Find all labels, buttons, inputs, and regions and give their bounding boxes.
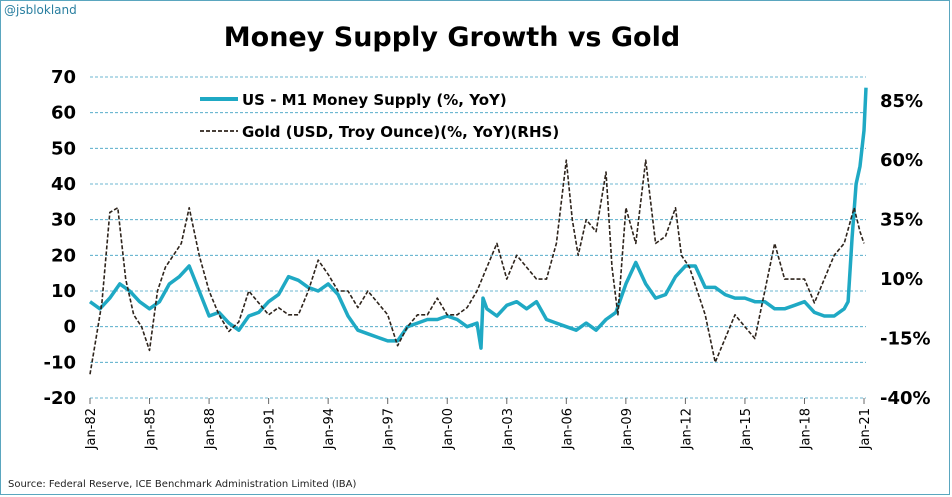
left-tick-label: 0 (63, 317, 76, 338)
x-tick-label: Jan-82 (84, 408, 99, 450)
left-tick-label: 10 (51, 281, 76, 302)
x-tick-label: Jan-12 (679, 408, 694, 450)
x-tick-label: Jan-18 (798, 408, 813, 450)
left-axis-ticks: 70 60 50 40 30 20 10 0 -10 -20 (43, 67, 76, 409)
chart-title: Money Supply Growth vs Gold (223, 22, 681, 53)
right-tick-label: -40% (880, 388, 931, 409)
left-tick-label: 70 (51, 67, 76, 88)
right-tick-label: -15% (880, 329, 931, 350)
gridlines (90, 76, 866, 399)
left-tick-label: 40 (51, 174, 76, 195)
source-note: Source: Federal Reserve, ICE Benchmark A… (8, 479, 357, 490)
left-tick-label: 60 (51, 103, 76, 124)
left-tick-label: 20 (51, 245, 76, 266)
right-tick-label: 60% (880, 150, 923, 171)
legend: US - M1 Money Supply (%, YoY) Gold (USD, … (200, 91, 559, 141)
gold-line (89, 159, 865, 375)
left-tick-label: 30 (51, 210, 76, 231)
right-axis-ticks: 85% 60% 35% 10% -15% -40% (880, 91, 931, 409)
x-tick-label: Jan-97 (382, 408, 397, 450)
legend-label-m1: US - M1 Money Supply (%, YoY) (242, 91, 507, 109)
left-tick-label: 50 (51, 138, 76, 159)
x-tick-label: Jan-88 (203, 408, 218, 450)
right-tick-label: 10% (880, 269, 923, 290)
x-tick-label: Jan-21 (858, 408, 873, 450)
x-tick-label: Jan-15 (739, 408, 754, 450)
series-lines (88, 87, 868, 375)
x-tick-label: Jan-91 (263, 408, 278, 450)
m1-money-supply-line (88, 87, 868, 350)
left-tick-label: -20 (43, 388, 76, 409)
right-tick-label: 35% (880, 210, 923, 231)
x-axis-ticks: Jan-82 Jan-85 Jan-88 Jan-91 Jan-94 Jan-97 Jan-… (84, 398, 873, 450)
x-tick-label: Jan-00 (441, 408, 456, 450)
x-tick-label: Jan-03 (501, 408, 516, 450)
right-tick-label: 85% (880, 91, 923, 112)
author-handle: @jsblokland (4, 3, 77, 17)
x-tick-label: Jan-94 (322, 408, 337, 450)
x-tick-label: Jan-85 (144, 408, 159, 450)
x-tick-label: Jan-09 (620, 408, 635, 450)
left-tick-label: -10 (43, 352, 76, 373)
legend-label-gold: Gold (USD, Troy Ounce)(%, YoY)(RHS) (242, 123, 559, 141)
x-tick-label: Jan-06 (560, 408, 575, 450)
